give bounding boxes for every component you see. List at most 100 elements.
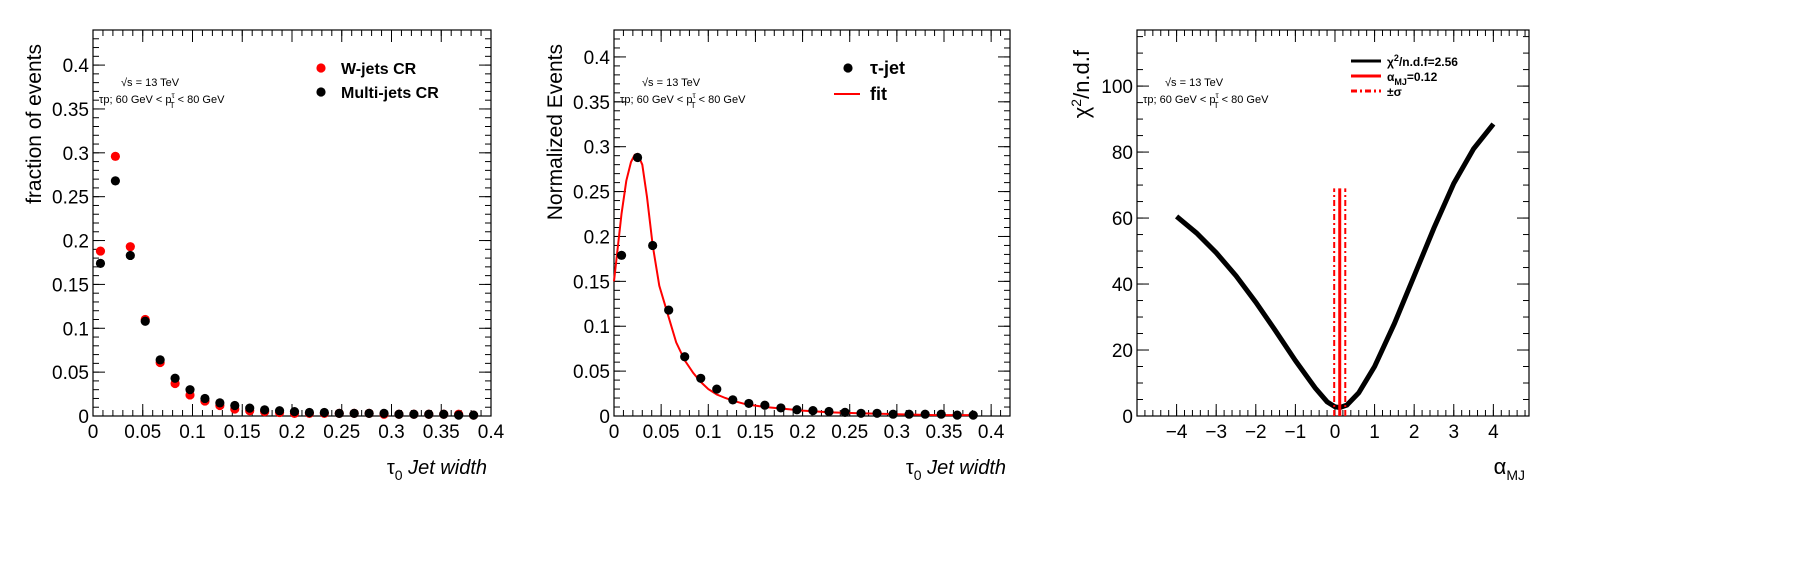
x-axis-title: αMJ: [1494, 454, 1525, 483]
tau-jet-point: [808, 406, 818, 416]
multijets-point: [260, 405, 270, 415]
x-tick-label: −4: [1166, 422, 1188, 443]
y-axis-title: fraction of events: [23, 44, 46, 204]
y-tick-label: 40: [1112, 275, 1133, 296]
fit-curve: [613, 152, 974, 417]
y-tick-label: 0.3: [584, 138, 610, 159]
x-tick-label: 0.35: [423, 422, 460, 443]
y-tick-label: 0: [1122, 407, 1133, 428]
tau-jet-point: [792, 405, 802, 415]
chi2-curve: [1174, 122, 1496, 411]
y-tick-label: 0: [599, 407, 610, 428]
x-tick-label: 0.25: [831, 422, 868, 443]
tau-jet-point: [616, 250, 627, 260]
tau-jet-point: [824, 406, 834, 417]
multijets-point: [304, 407, 315, 418]
x-tick-label: 0.1: [179, 422, 205, 443]
tau-jet-point: [712, 384, 722, 394]
y-tick-label: 0.35: [52, 100, 89, 121]
energy-annotation: √s = 13 TeV: [642, 77, 701, 89]
y-axis-title: Normalized Events: [544, 44, 567, 220]
tau-jet-point: [648, 240, 658, 251]
y-tick-label: 60: [1112, 209, 1133, 230]
x-tick-label: 0.15: [224, 422, 261, 443]
selection-annotation: τp; 60 GeV < pτ T < 80 GeV: [620, 91, 746, 110]
legend-tau-jet-label: τ-jet: [870, 58, 905, 78]
y-tick-label: 0.05: [52, 363, 89, 384]
multijets-point: [349, 408, 359, 418]
energy-annotation: √s = 13 TeV: [1165, 77, 1224, 89]
tau-jet-point: [872, 408, 882, 418]
y-tick-label: 100: [1101, 77, 1133, 98]
tau-jet-point: [664, 305, 674, 315]
legend-label-0: χ2/n.d.f=2.56: [1387, 53, 1458, 69]
tau-jet-point: [952, 410, 962, 420]
x-tick-label: 0: [88, 422, 99, 443]
selection-annotation: τp; 60 GeV < pτ T < 80 GeV: [99, 91, 225, 110]
multijets-point: [379, 408, 389, 418]
tau-jet-point: [856, 408, 866, 418]
x-tick-label: 0.05: [643, 422, 680, 443]
x-tick-label: 0.25: [323, 422, 360, 443]
multijets-point: [230, 400, 240, 411]
multijets-point: [468, 410, 479, 420]
x-tick-label: 0.1: [695, 422, 721, 443]
legend-wjets-label: W-jets CR: [341, 61, 417, 78]
multijets-point: [319, 407, 329, 418]
tau-jet-point: [920, 409, 930, 419]
tau-jet-point: [840, 407, 850, 418]
y-tick-label: 0.1: [63, 319, 89, 340]
wjets-point: [95, 246, 106, 256]
multijets-point: [215, 398, 225, 408]
tau-jet-point: [936, 409, 946, 419]
legend-multijets-marker: [316, 87, 326, 97]
plot-frame: [1136, 29, 1530, 417]
selection-annotation: τp; 60 GeV < pτ T < 80 GeV: [1143, 91, 1269, 110]
multijets-point: [289, 407, 300, 417]
panel-tau-jet-width-normalized: 0 0.05 0.1 0.15 0.2 0.25 0.3 0.35 0.4 0 0.05 0.1 0.1…: [544, 29, 1011, 483]
y-tick-label: 20: [1112, 341, 1133, 362]
x-axis-title: τ0 Jet width: [906, 457, 1006, 483]
x-tick-label: 0: [1330, 422, 1341, 443]
multijets-point: [424, 409, 434, 419]
energy-annotation: √s = 13 TeV: [121, 77, 180, 89]
x-tick-label: −1: [1285, 422, 1307, 443]
multijets-point: [394, 409, 404, 419]
y-tick-label: 0: [78, 407, 89, 428]
x-tick-label: 0.35: [926, 422, 963, 443]
tau-jet-point: [744, 398, 754, 409]
legend-wjets-marker: [316, 63, 326, 73]
x-tick-label: −3: [1205, 422, 1227, 443]
multijets-point: [245, 403, 255, 413]
multijets-point: [95, 258, 106, 268]
legend-fit-label: fit: [870, 84, 887, 104]
x-tick-label: 1: [1369, 422, 1380, 443]
multijets-point: [454, 410, 464, 420]
y-tick-label: 0.4: [584, 48, 611, 69]
tau-jet-point: [776, 403, 786, 413]
legend-label-1: αMJ=0.12: [1387, 70, 1438, 87]
tau-jet-point: [680, 352, 690, 362]
x-tick-label: 4: [1488, 422, 1499, 443]
multijets-point: [439, 409, 449, 419]
x-tick-label: 3: [1448, 422, 1459, 443]
multijets-point: [200, 393, 210, 404]
tau-jet-point: [696, 373, 706, 383]
x-tick-label: 0.4: [478, 422, 505, 443]
x-tick-label: 0.05: [124, 422, 161, 443]
y-tick-label: 0.1: [584, 317, 610, 338]
multijets-point: [409, 409, 419, 419]
y-tick-label: 0.35: [573, 93, 610, 114]
x-tick-label: 0.4: [978, 422, 1005, 443]
wjets-point: [125, 242, 135, 252]
multijets-point: [170, 373, 180, 383]
y-tick-label: 0.25: [52, 188, 89, 209]
multijets-point: [334, 408, 344, 418]
x-tick-label: 2: [1409, 422, 1420, 443]
y-tick-label: 80: [1112, 143, 1133, 164]
x-tick-label: −2: [1245, 422, 1267, 443]
multijets-point: [155, 355, 165, 365]
y-tick-label: 0.3: [63, 144, 89, 165]
